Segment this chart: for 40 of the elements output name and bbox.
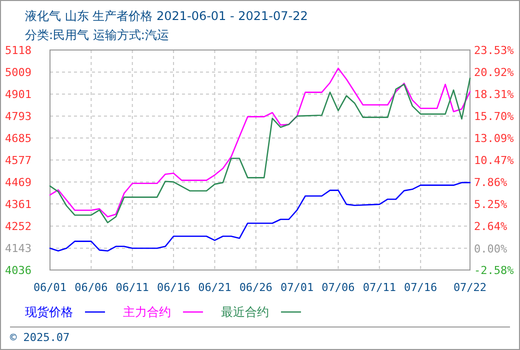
y2-tick-label: -2.58% — [474, 264, 514, 277]
legend-label: 最近合约 — [221, 305, 269, 319]
line-series — [49, 182, 471, 252]
y-tick-label: 4361 — [5, 198, 32, 211]
x-tick-label: 07/22 — [453, 281, 487, 294]
y-tick-label: 4469 — [5, 176, 32, 189]
y2-tick-label: 5.25% — [474, 198, 508, 212]
y2-tick-label: 13.09% — [474, 132, 514, 145]
y-tick-label: 4252 — [5, 220, 32, 234]
y-tick-label: 5118 — [5, 44, 32, 57]
y-tick-label: 4143 — [5, 242, 32, 256]
y2-tick-label: 2.64% — [474, 220, 508, 234]
x-tick-label: 06/01 — [33, 281, 67, 294]
legend-label: 现货价格 — [25, 305, 73, 319]
y2-tick-label: 10.47% — [474, 154, 514, 168]
x-tick-label: 06/06 — [74, 281, 108, 294]
y2-tick-label: 0.00% — [474, 242, 508, 256]
y2-tick-label: 23.53% — [474, 44, 514, 57]
y-tick-label: 4685 — [5, 132, 32, 146]
x-tick-label: 07/16 — [404, 281, 438, 294]
y2-tick-label: 20.92% — [474, 66, 514, 79]
y2-tick-label: 18.31% — [474, 88, 514, 101]
x-tick-label: 06/21 — [198, 281, 232, 294]
subtitle: 分类:民用气 运输方式:汽运 — [25, 28, 169, 42]
y-tick-label: 4577 — [5, 154, 32, 167]
x-tick-label: 07/06 — [322, 281, 355, 294]
x-tick-label: 06/11 — [116, 281, 149, 294]
y2-tick-label: 7.86% — [474, 176, 508, 190]
y-tick-label: 5009 — [5, 66, 32, 80]
y-tick-label: 4793 — [5, 110, 32, 124]
x-tick-label: 06/26 — [239, 281, 272, 294]
text: © 2025.07 — [10, 331, 70, 344]
x-tick-label: 07/11 — [362, 281, 396, 294]
y-tick-label: 4036 — [5, 264, 32, 277]
x-tick-label: 06/16 — [156, 281, 190, 294]
y-tick-label: 4901 — [5, 88, 32, 102]
x-tick-label: 07/01 — [280, 281, 314, 294]
title: 液化气 山东 生产者价格 2021-06-01 - 2021-07-22 — [25, 9, 308, 23]
legend-label: 主力合约 — [123, 305, 171, 319]
y2-tick-label: 15.70% — [474, 110, 514, 123]
